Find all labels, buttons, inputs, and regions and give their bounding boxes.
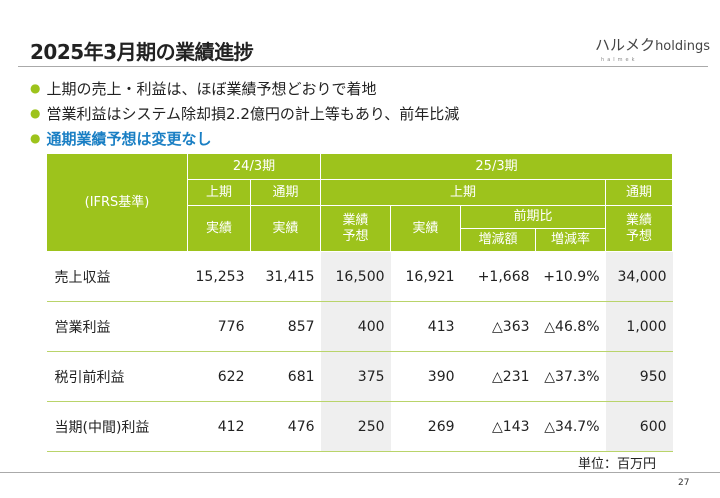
actual-header: 実績 — [249, 205, 322, 252]
fy25-full-header: 通期 — [605, 179, 674, 206]
cell-value: △231 — [460, 351, 536, 402]
change-rate-header: 増減率 — [535, 228, 607, 252]
logo-sub: halmek — [601, 57, 638, 63]
table-row: 売上収益 15,253 31,415 16,500 16,921 +1,668 +10.9%… — [46, 251, 673, 302]
cell-value: △37.3% — [535, 351, 606, 402]
row-label: 売上収益 — [46, 251, 188, 302]
page-title: 2025年3月期の業績進捗 — [30, 40, 254, 64]
bullet-dot-icon: ● — [30, 81, 41, 95]
corner-header: (IFRS基準) — [46, 153, 188, 252]
cell-value: 622 — [187, 351, 251, 402]
cell-value: 269 — [390, 401, 461, 452]
cell-value: 1,000 — [605, 301, 673, 352]
cell-value: 16,500 — [320, 251, 391, 302]
cell-value: 390 — [390, 351, 461, 402]
cell-value: 857 — [250, 301, 321, 352]
cell-value: 412 — [187, 401, 251, 452]
bullet-item-highlight: ● 通期業績予想は変更なし — [30, 130, 212, 148]
actual-header: 実績 — [390, 205, 462, 252]
bullet-list: ● 上期の売上・利益は、ほぼ業績予想どおりで着地 ● 営業利益はシステム除却損2.2… — [30, 76, 459, 151]
bullet-item: ● 上期の売上・利益は、ほぼ業績予想どおりで着地 — [30, 80, 377, 98]
cell-value: 950 — [605, 351, 673, 402]
table-row: 税引前利益 622 681 375 390 △231 △37.3% 950 — [46, 351, 673, 402]
cell-value: 250 — [320, 401, 391, 452]
change-amount-header: 増減額 — [460, 228, 537, 252]
cell-value: +10.9% — [535, 251, 606, 302]
row-label: 税引前利益 — [46, 351, 188, 402]
fy24-header: 24/3期 — [186, 153, 322, 180]
table-row: 当期(中間)利益 412 476 250 269 △143 △34.7% 600 — [46, 401, 673, 452]
cell-value: 400 — [320, 301, 391, 352]
cell-value: △46.8% — [535, 301, 606, 352]
cell-value: 16,921 — [390, 251, 461, 302]
fy24-full-header: 通期 — [249, 179, 322, 206]
fy25-header: 25/3期 — [320, 153, 674, 180]
cell-value: 375 — [320, 351, 391, 402]
cell-value: 476 — [250, 401, 321, 452]
cell-value: 413 — [390, 301, 461, 352]
forecast-header: 業績 予想 — [605, 205, 674, 252]
row-label: 営業利益 — [46, 301, 188, 352]
fy24-h1-header: 上期 — [187, 179, 251, 206]
cell-value: △363 — [460, 301, 536, 352]
logo-suffix: holdings — [655, 39, 710, 54]
logo-main: ハルメクholdings — [595, 36, 710, 56]
cell-value: 15,253 — [187, 251, 251, 302]
cell-value: △143 — [460, 401, 536, 452]
actual-header: 実績 — [187, 205, 251, 252]
table-row: 営業利益 776 857 400 413 △363 △46.8% 1,000 — [46, 301, 673, 352]
page-number: 27 — [678, 478, 690, 488]
logo-text: ハルメク — [595, 36, 656, 54]
title-divider — [18, 66, 708, 67]
bullet-item: ● 営業利益はシステム除却損2.2億円の計上等もあり、前年比減 — [30, 105, 460, 123]
unit-label: 単位：百万円 — [578, 457, 657, 472]
cell-value: 776 — [187, 301, 251, 352]
results-table: (IFRS基準) 24/3期 25/3期 上期 通期 上期 通期 実績 実績 業… — [46, 153, 674, 452]
cell-value: 681 — [250, 351, 321, 402]
bullet-dot-icon: ● — [30, 131, 41, 145]
cell-value: 600 — [605, 401, 673, 452]
cell-value: 31,415 — [250, 251, 321, 302]
cell-value: +1,668 — [460, 251, 536, 302]
company-logo: ハルメクholdings halmek — [595, 36, 710, 66]
footer-divider — [0, 472, 720, 473]
fy25-h1-header: 上期 — [320, 179, 607, 206]
bullet-dot-icon: ● — [30, 106, 41, 120]
cell-value: △34.7% — [535, 401, 606, 452]
cell-value: 34,000 — [605, 251, 673, 302]
yoy-header: 前期比 — [460, 205, 607, 229]
row-label: 当期(中間)利益 — [46, 401, 188, 452]
forecast-header: 業績 予想 — [320, 205, 392, 252]
